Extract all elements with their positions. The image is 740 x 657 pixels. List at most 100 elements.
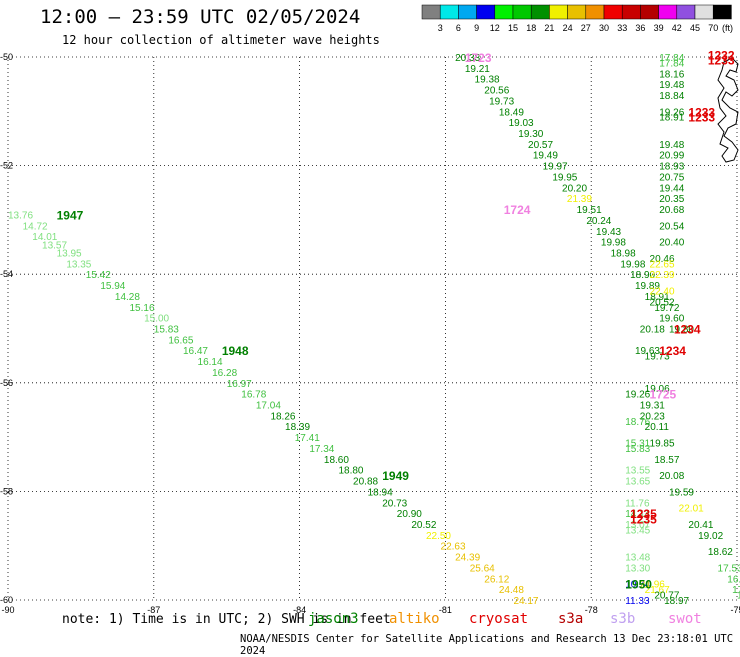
data-point-label: 19.63 (635, 346, 660, 357)
colorbar-label: 30 (599, 23, 609, 33)
colorbar-swatch (603, 4, 623, 20)
data-point-label: 15.83 (154, 325, 179, 336)
pass-label: 1233 (708, 54, 735, 68)
colorbar-label: 33 (617, 23, 627, 33)
data-point-label: 18.16 (659, 69, 684, 80)
data-point-label: 18.57 (654, 455, 679, 466)
data-point-label: 13.95 (57, 248, 82, 259)
chart-grid (8, 57, 737, 600)
data-point-label: 19.06 (645, 384, 670, 395)
x-tick-label: -90 (1, 605, 14, 615)
colorbar-label: 36 (635, 23, 645, 33)
data-point-label: 22.65 (650, 259, 675, 270)
data-point-label: 18.91 (659, 113, 684, 124)
colorbar-swatch (694, 4, 714, 20)
data-point-label: 19.48 (659, 80, 684, 91)
y-tick-label: -50 (0, 52, 13, 62)
colorbar-swatch (676, 4, 696, 20)
data-point-label: 20.24 (586, 216, 611, 227)
colorbar-swatch (530, 4, 550, 20)
y-tick-label: -52 (0, 161, 13, 171)
data-point-label: 19.26 (625, 390, 650, 401)
data-point-label: 19.31 (640, 401, 665, 412)
data-point-label: 13.65 (625, 477, 650, 488)
data-point-label: 20.20 (562, 183, 587, 194)
data-point-label: 19.85 (650, 439, 675, 450)
satellite-legend-s3b: s3b (610, 611, 636, 627)
data-point-label: 15.31 (625, 439, 650, 450)
data-point-label: 19.03 (509, 118, 534, 129)
plot-frame (7, 56, 738, 601)
colorbar-label: 6 (456, 23, 461, 33)
data-point-label: 17.61 (737, 591, 740, 602)
x-tick-label: -84 (293, 605, 306, 615)
data-point-label: 14.28 (115, 292, 140, 303)
data-point-label: 22.39 (650, 270, 675, 281)
data-point-label: 19.98 (601, 238, 626, 249)
colorbar-label: 42 (672, 23, 682, 33)
data-point-label: 19.59 (669, 487, 694, 498)
data-point-label: 20.41 (688, 520, 713, 531)
data-point-label: 19.48 (659, 140, 684, 151)
colorbar-swatch (439, 4, 459, 20)
data-point-label: 17.04 (256, 401, 281, 412)
colorbar-swatch (585, 4, 605, 20)
data-point-label: 22.01 (679, 504, 704, 515)
data-point-label: 20.75 (659, 172, 684, 183)
data-point-label: 16.65 (168, 335, 193, 346)
data-point-label: 26.12 (484, 574, 509, 585)
colorbar-swatch (512, 4, 532, 20)
satellite-legend-altiko: altiko (389, 611, 440, 627)
data-point-label: 16.14 (198, 357, 223, 368)
colorbar-label: 70 (708, 23, 718, 33)
data-point-label: 20.46 (650, 254, 675, 265)
data-point-label: 19.02 (698, 531, 723, 542)
data-point-label: 16.97 (227, 379, 252, 390)
data-point-label: 19.73 (489, 96, 514, 107)
x-tick-label: -81 (439, 605, 452, 615)
colorbar-label: 15 (508, 23, 518, 33)
data-point-label: 15.83 (625, 444, 650, 455)
colorbar-swatch (567, 4, 587, 20)
pass-label: 1949 (382, 469, 409, 483)
data-point-label: 18.94 (368, 487, 393, 498)
data-point-label: 16.28 (212, 368, 237, 379)
data-point-label: 19.49 (533, 151, 558, 162)
pass-label: 1948 (222, 344, 249, 358)
colorbar-swatch (421, 4, 441, 20)
data-point-label: 19.73 (645, 352, 670, 363)
data-point-label: 19.51 (577, 205, 602, 216)
chart-axes: -90 -87 -84 -81 -78 -75 -50 -52 -54 -56 -58 -60 (0, 52, 740, 615)
data-point-label: 19.44 (659, 183, 684, 194)
data-point-label: 18.49 (499, 107, 524, 118)
data-point-label: 19.89 (635, 281, 660, 292)
data-point-label: 10.74 (625, 580, 650, 591)
satellite-legend-jason3: jason3 (308, 611, 359, 627)
colorbar-swatch (712, 4, 732, 20)
data-point-label: 13.76 (8, 210, 33, 221)
colorbar-label: 24 (563, 23, 573, 33)
x-tick-label: -75 (730, 605, 740, 615)
data-point-label: 18.76 (625, 417, 650, 428)
data-point-label: 20.52 (650, 297, 675, 308)
data-point-label: 20.40 (659, 238, 684, 249)
credit-line: NOAA/NESDIS Center for Satellite Applica… (240, 633, 734, 657)
colorbar-label: 18 (526, 23, 536, 33)
colorbar-label: 39 (654, 23, 664, 33)
data-point-label: 19.38 (475, 75, 500, 86)
data-point-label: 20.52 (411, 520, 436, 531)
data-point-label: 24.17 (513, 596, 538, 607)
y-tick-label: -56 (0, 378, 13, 388)
data-point-label: 24.48 (499, 585, 524, 596)
coastline (717, 57, 739, 163)
data-point-label: 22.50 (426, 531, 451, 542)
data-point-label: 22.40 (650, 286, 675, 297)
pass-label: 1723 (465, 51, 492, 65)
colorbar-swatch (476, 4, 496, 20)
satellite-legend-swot: swot (668, 611, 702, 627)
data-point-label: 19.30 (518, 129, 543, 140)
data-point-label: 18.84 (659, 91, 684, 102)
pass-label: 1234 (674, 323, 701, 337)
y-tick-label: -60 (0, 595, 13, 605)
data-point-label: 20.35 (659, 194, 684, 205)
